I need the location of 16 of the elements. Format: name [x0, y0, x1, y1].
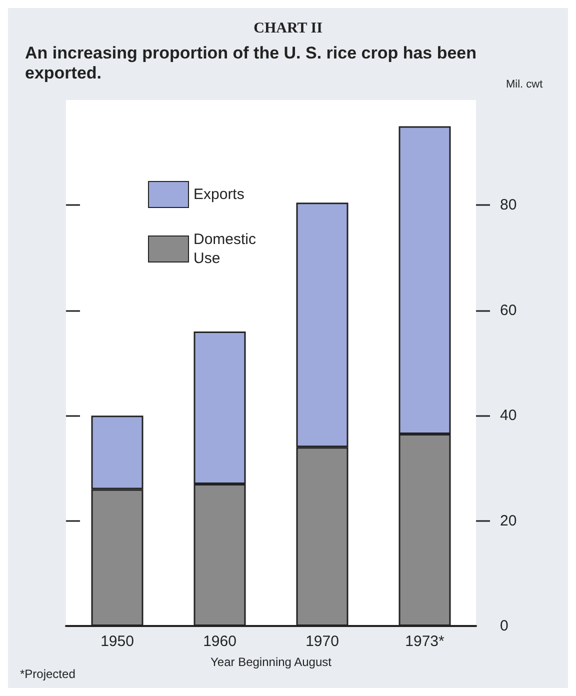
y-tick-label: 0 — [500, 618, 508, 634]
x-tick-label: 1950 — [100, 633, 134, 650]
y-tick-label: 80 — [500, 196, 517, 214]
x-axis-title: Year Beginning August — [210, 655, 332, 669]
y-tick-label: 60 — [500, 302, 517, 319]
legend-label: Exports — [194, 186, 244, 203]
x-tick-label: 1960 — [203, 633, 236, 650]
y-axis-title: Mil. cwt — [506, 78, 543, 90]
chart-subtitle: An increasing proportion of the U. S. rice crop has been exported. — [25, 44, 482, 82]
y-tick-label: 40 — [500, 407, 517, 424]
text: *Projected — [20, 667, 76, 681]
chart-title: CHART II — [254, 20, 323, 36]
x-tick-label: 1970 — [306, 633, 339, 650]
x-tick-label: 1973* — [405, 633, 445, 650]
legend-label: Domestic Use — [194, 231, 260, 267]
y-tick-label: 20 — [500, 512, 517, 530]
